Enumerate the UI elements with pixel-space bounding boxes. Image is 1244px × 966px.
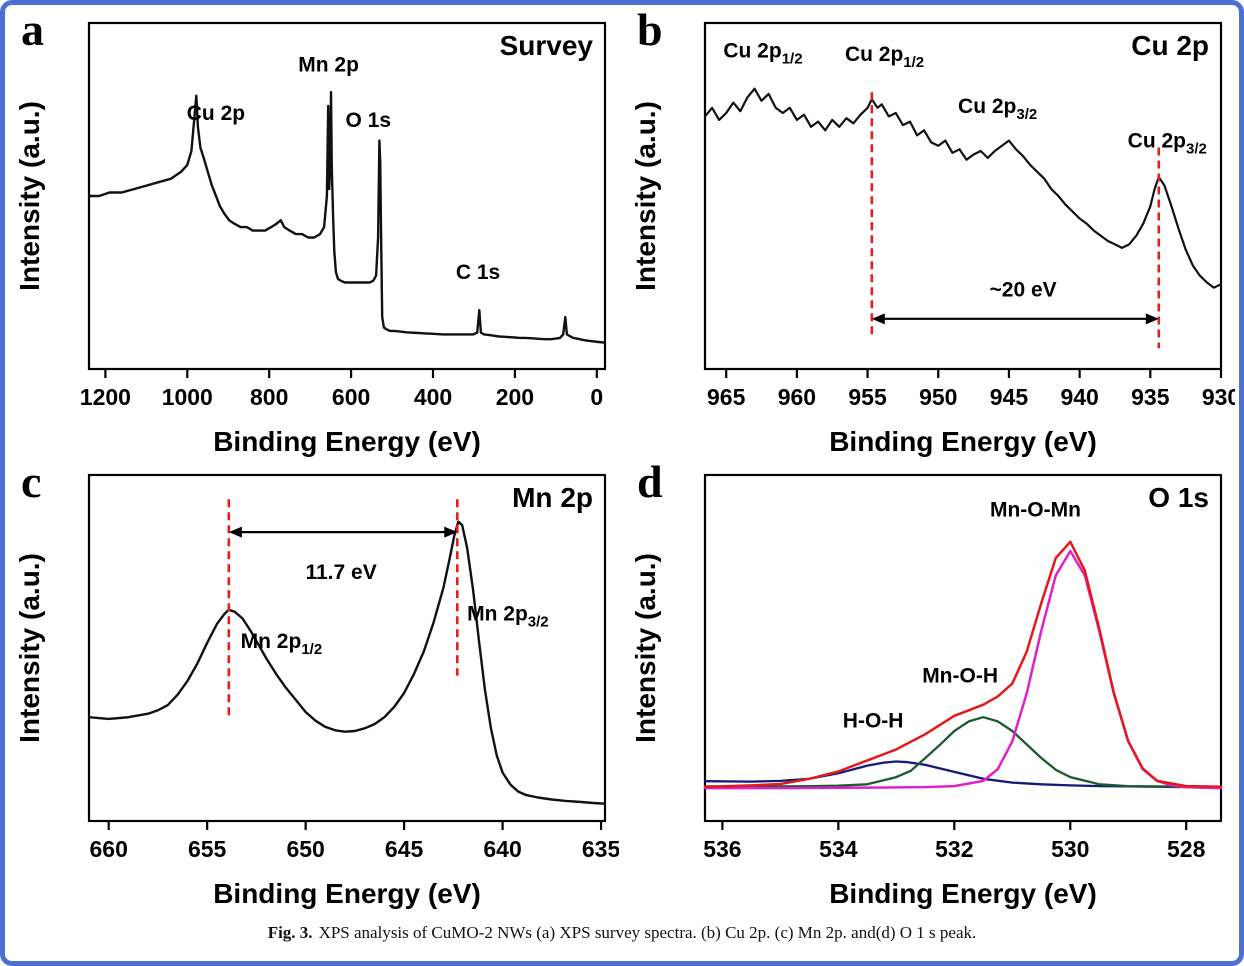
panel-letter-a: a bbox=[21, 4, 44, 55]
envelope-fit bbox=[703, 540, 1223, 788]
svg-text:Binding Energy (eV): Binding Energy (eV) bbox=[829, 426, 1097, 457]
panel-a-survey: a 1200 1000 800 600 400 200 0 Binding Energy (e… bbox=[9, 5, 625, 461]
svg-text:645: 645 bbox=[385, 836, 424, 862]
svg-text:960: 960 bbox=[778, 384, 816, 410]
svg-text:0: 0 bbox=[590, 384, 603, 410]
arrowhead-left bbox=[228, 526, 242, 538]
svg-text:Intensity (a.u.): Intensity (a.u.) bbox=[14, 553, 45, 743]
svg-text:935: 935 bbox=[1131, 384, 1170, 410]
peak-label: 11.7 eV bbox=[305, 561, 376, 584]
svg-text:200: 200 bbox=[496, 384, 534, 410]
panel-title: Survey bbox=[500, 30, 594, 61]
mn2p-spectrum-chart: 660 655 650 645 640 635 Binding Energy (eV) Int… bbox=[14, 473, 619, 909]
peak-label: Cu 2p1/2 bbox=[723, 40, 802, 68]
svg-text:534: 534 bbox=[819, 836, 858, 862]
mn2p-spectrum bbox=[87, 520, 607, 805]
cu2p-spectrum-chart: 965 960 955 950 945 940 935 930 Binding Energy (… bbox=[630, 21, 1235, 457]
figure-caption-number: Fig. 3. bbox=[267, 923, 313, 942]
peak-label: Cu 2p3/2 bbox=[958, 95, 1037, 123]
panel-title: O 1s bbox=[1148, 482, 1209, 513]
o1s-spectrum-chart: 536 534 532 530 528 Binding Energy (eV) Intens… bbox=[630, 473, 1223, 909]
survey-spectrum-chart: 1200 1000 800 600 400 200 0 Binding Energy (eV)… bbox=[14, 21, 607, 457]
svg-text:1000: 1000 bbox=[162, 384, 213, 410]
svg-text:Intensity (a.u.): Intensity (a.u.) bbox=[630, 553, 661, 743]
peak-label: Mn 2p bbox=[298, 53, 359, 76]
svg-text:Intensity (a.u.): Intensity (a.u.) bbox=[630, 101, 661, 291]
svg-text:530: 530 bbox=[1051, 836, 1089, 862]
svg-text:945: 945 bbox=[990, 384, 1029, 410]
peak-label: O 1s bbox=[346, 109, 392, 132]
svg-text:600: 600 bbox=[332, 384, 370, 410]
arrowhead-left bbox=[871, 313, 885, 325]
svg-text:655: 655 bbox=[188, 836, 227, 862]
peak-label: Cu 2p3/2 bbox=[1128, 130, 1207, 158]
cu2p-spectrum bbox=[703, 87, 1223, 289]
svg-text:950: 950 bbox=[919, 384, 957, 410]
arrowhead-right bbox=[444, 526, 458, 538]
peak-label: Cu 2p1/2 bbox=[845, 43, 924, 71]
svg-text:940: 940 bbox=[1060, 384, 1098, 410]
panel-d-o1s: d 536 534 532 530 528 Binding Energy (eV) Inte… bbox=[625, 456, 1239, 913]
arrowhead-right bbox=[1145, 313, 1159, 325]
svg-text:930: 930 bbox=[1202, 384, 1235, 410]
svg-text:650: 650 bbox=[286, 836, 324, 862]
mn-o-h-component bbox=[703, 716, 1223, 789]
panel-letter-c: c bbox=[21, 456, 42, 507]
panel-letter-b: b bbox=[637, 4, 663, 55]
panel-grid: a 1200 1000 800 600 400 200 0 Binding Energy (e… bbox=[5, 5, 1239, 913]
peak-label: Cu 2p bbox=[187, 102, 245, 125]
svg-text:1200: 1200 bbox=[80, 384, 131, 410]
panel-b-cu2p: b 965 960 955 950 945 940 935 930 Binding Energy… bbox=[625, 5, 1239, 461]
svg-text:660: 660 bbox=[90, 836, 128, 862]
panel-letter-d: d bbox=[637, 456, 663, 507]
svg-text:Binding Energy (eV): Binding Energy (eV) bbox=[213, 878, 481, 909]
svg-text:640: 640 bbox=[483, 836, 521, 862]
peak-label: Mn-O-Mn bbox=[990, 499, 1081, 522]
peak-label: H-O-H bbox=[843, 710, 904, 733]
svg-text:Binding Energy (eV): Binding Energy (eV) bbox=[829, 878, 1097, 909]
panel-title: Mn 2p bbox=[512, 482, 593, 513]
peak-label: ~20 eV bbox=[990, 278, 1057, 301]
peak-label: Mn-O-H bbox=[922, 665, 998, 688]
survey-spectrum bbox=[87, 90, 607, 344]
svg-text:800: 800 bbox=[250, 384, 288, 410]
peak-label: Mn 2p3/2 bbox=[467, 602, 549, 630]
panel-title: Cu 2p bbox=[1131, 30, 1209, 61]
svg-text:955: 955 bbox=[848, 384, 887, 410]
panel-c-mn2p: c 660 655 650 645 640 635 Binding Energy (eV) I… bbox=[9, 456, 625, 913]
svg-text:532: 532 bbox=[935, 836, 973, 862]
svg-text:635: 635 bbox=[582, 836, 619, 862]
svg-text:Intensity (a.u.): Intensity (a.u.) bbox=[14, 101, 45, 291]
svg-text:536: 536 bbox=[703, 836, 741, 862]
svg-text:Binding Energy (eV): Binding Energy (eV) bbox=[213, 426, 481, 457]
svg-text:965: 965 bbox=[707, 384, 746, 410]
peak-label: C 1s bbox=[456, 261, 500, 284]
peak-label: Mn 2p1/2 bbox=[241, 630, 323, 658]
svg-text:400: 400 bbox=[414, 384, 452, 410]
figure-caption-text: XPS analysis of CuMO-2 NWs (a) XPS surve… bbox=[318, 923, 977, 942]
svg-text:528: 528 bbox=[1167, 836, 1206, 862]
figure-caption: Fig. 3. XPS analysis of CuMO-2 NWs (a) XP… bbox=[5, 913, 1239, 943]
